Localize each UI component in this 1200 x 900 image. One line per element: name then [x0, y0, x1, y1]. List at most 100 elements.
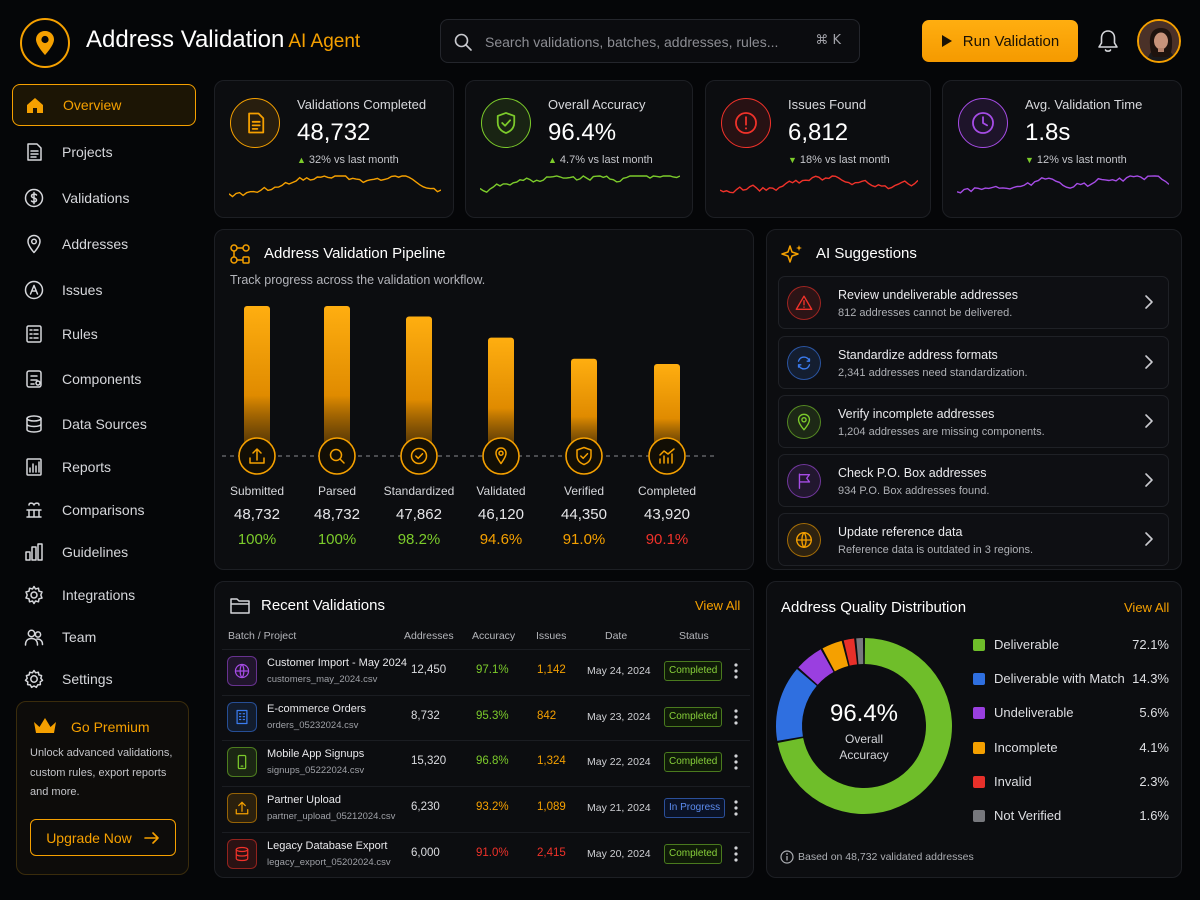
sidebar-item-label: Reports: [62, 459, 112, 475]
row-addresses: 15,320: [411, 755, 447, 767]
pipeline-bar-submitted: [244, 306, 270, 455]
upload-icon: [249, 448, 265, 464]
quality-view-all-link[interactable]: View All: [1124, 600, 1170, 615]
sidebar-item-validations[interactable]: Validations: [12, 177, 196, 219]
legend-item-undeliverable: Undeliverable 5.6%: [973, 704, 1169, 724]
table-row[interactable]: Legacy Database Export legacy_export_0520…: [222, 832, 750, 876]
stat-change-pct: 12%: [1036, 154, 1059, 166]
legend-name: Deliverable: [994, 637, 1060, 652]
table-row[interactable]: Mobile App Signups signups_05222024.csv 15…: [222, 740, 750, 784]
pipeline-bar-standardized: [406, 316, 432, 455]
column-header: Status: [679, 630, 709, 642]
suggestion-review-undeliverable-addresses[interactable]: Review undeliverable addresses 812 addres…: [778, 276, 1169, 329]
row-icon-wrap: [227, 702, 257, 732]
folder-icon: [230, 598, 250, 614]
more-options-icon[interactable]: [730, 843, 742, 865]
quality-title: Address Quality Distribution: [781, 599, 967, 616]
sidebar-item-comparisons[interactable]: Comparisons: [12, 489, 196, 531]
donut-slice-not-verified: [856, 638, 864, 665]
stat-label: Overall Accuracy: [548, 97, 646, 112]
chevron-right-icon: [1144, 472, 1154, 493]
more-options-icon[interactable]: [730, 797, 742, 819]
sidebar-item-settings[interactable]: Settings: [12, 658, 196, 700]
pipeline-node-icon-wrap: [573, 445, 595, 467]
sidebar-item-issues[interactable]: Issues: [12, 269, 196, 311]
trend-down-icon: ▼: [1025, 155, 1034, 165]
bell-icon[interactable]: [1096, 28, 1120, 54]
sparkline-path: [957, 175, 1169, 194]
legend-swatch: [973, 707, 985, 719]
sidebar-item-reports[interactable]: Reports: [12, 446, 196, 488]
row-icon-wrap: [227, 656, 257, 686]
stage-percent: 100%: [317, 531, 357, 548]
more-options-icon[interactable]: [730, 751, 742, 773]
legend-percent: 2.3%: [1139, 774, 1169, 789]
sidebar-item-components[interactable]: Components: [12, 358, 196, 400]
search-input[interactable]: [485, 30, 785, 54]
column-header: Batch / Project: [228, 630, 297, 642]
row-addresses: 12,450: [411, 664, 447, 676]
stage-name: Submitted: [229, 484, 285, 498]
table-row[interactable]: Partner Upload partner_upload_05212024.cs…: [222, 786, 750, 830]
sidebar-item-projects[interactable]: Projects: [12, 131, 196, 173]
recent-view-all-link[interactable]: View All: [695, 598, 741, 613]
stat-icon-wrap: [230, 98, 280, 148]
sidebar-item-label: Team: [62, 629, 97, 645]
sidebar-item-team[interactable]: Team: [12, 616, 196, 658]
row-file: orders_05232024.csv: [267, 720, 359, 731]
stage-name: Standardized: [383, 484, 455, 498]
table-row[interactable]: Customer Import - May 2024 customers_may_…: [222, 649, 750, 693]
clock-icon: [972, 112, 994, 134]
stage-name: Validated: [476, 484, 526, 498]
stat-change-pct: 4.7%: [559, 154, 585, 166]
legend-item-deliverable-with-match: Deliverable with Match 14.3%: [973, 670, 1169, 690]
legend-item-not-verified: Not Verified 1.6%: [973, 807, 1169, 827]
pipeline-node: [318, 437, 356, 475]
sidebar-item-integrations[interactable]: Integrations: [12, 574, 196, 616]
row-date: May 24, 2024: [587, 665, 651, 677]
sidebar-item-addresses[interactable]: Addresses: [12, 223, 196, 265]
suggestion-title: Update reference data: [838, 525, 963, 539]
sidebar-item-data-sources[interactable]: Data Sources: [12, 403, 196, 445]
sidebar-item-label: Rules: [62, 326, 98, 342]
user-avatar[interactable]: [1137, 19, 1181, 63]
sidebar-item-guidelines[interactable]: Guidelines: [12, 531, 196, 573]
stat-change-suffix: vs last month: [333, 154, 399, 166]
sidebar-item-overview[interactable]: Overview: [12, 84, 196, 126]
more-options-icon[interactable]: [730, 706, 742, 728]
row-name: Customer Import - May 2024: [267, 657, 407, 669]
search-bar[interactable]: ⌘ K: [440, 19, 860, 63]
stat-icon-wrap: [958, 98, 1008, 148]
pipeline-subtitle: Track progress across the validation wor…: [230, 273, 486, 287]
stat-change: ▼ 12% vs last month: [1025, 154, 1127, 166]
suggestion-update-reference-data[interactable]: Update reference data Reference data is o…: [778, 513, 1169, 566]
suggestion-icon-wrap: [787, 464, 821, 498]
sidebar-item-rules[interactable]: Rules: [12, 313, 196, 355]
globe-icon: [234, 663, 250, 679]
check-circle-icon: [410, 447, 428, 465]
stage-count: 48,732: [234, 506, 280, 523]
column-header: Date: [605, 630, 628, 642]
workflow-icon: [230, 244, 250, 264]
stage-name: Completed: [637, 484, 697, 498]
upgrade-now-button[interactable]: Upgrade Now: [30, 819, 176, 856]
row-date: May 22, 2024: [587, 756, 651, 768]
legend-percent: 1.6%: [1139, 808, 1169, 823]
database-icon: [26, 415, 42, 433]
components-icon: [26, 370, 42, 388]
row-issues: 842: [537, 710, 557, 722]
search-icon: [454, 33, 472, 51]
suggestion-verify-incomplete-addresses[interactable]: Verify incomplete addresses 1,204 address…: [778, 395, 1169, 448]
stat-change-pct: 32%: [308, 154, 331, 166]
alert-triangle-icon: [795, 295, 813, 311]
run-validation-button[interactable]: Run Validation: [922, 20, 1078, 62]
legend-percent: 72.1%: [1132, 637, 1169, 652]
suggestion-standardize-address-formats[interactable]: Standardize address formats 2,341 address…: [778, 336, 1169, 389]
suggestion-check-p-o-box-addresses[interactable]: Check P.O. Box addresses 934 P.O. Box add…: [778, 454, 1169, 507]
stat-change: ▼ 18% vs last month: [788, 154, 890, 166]
more-options-icon[interactable]: [730, 660, 742, 682]
premium-card: Go Premium Unlock advanced validations, …: [16, 701, 189, 875]
table-row[interactable]: E-commerce Orders orders_05232024.csv 8,73…: [222, 695, 750, 739]
app-subtitle: AI Agent: [288, 31, 361, 52]
stat-card-overall-accuracy: Overall Accuracy 96.4% ▲ 4.7% vs last month: [465, 80, 693, 218]
